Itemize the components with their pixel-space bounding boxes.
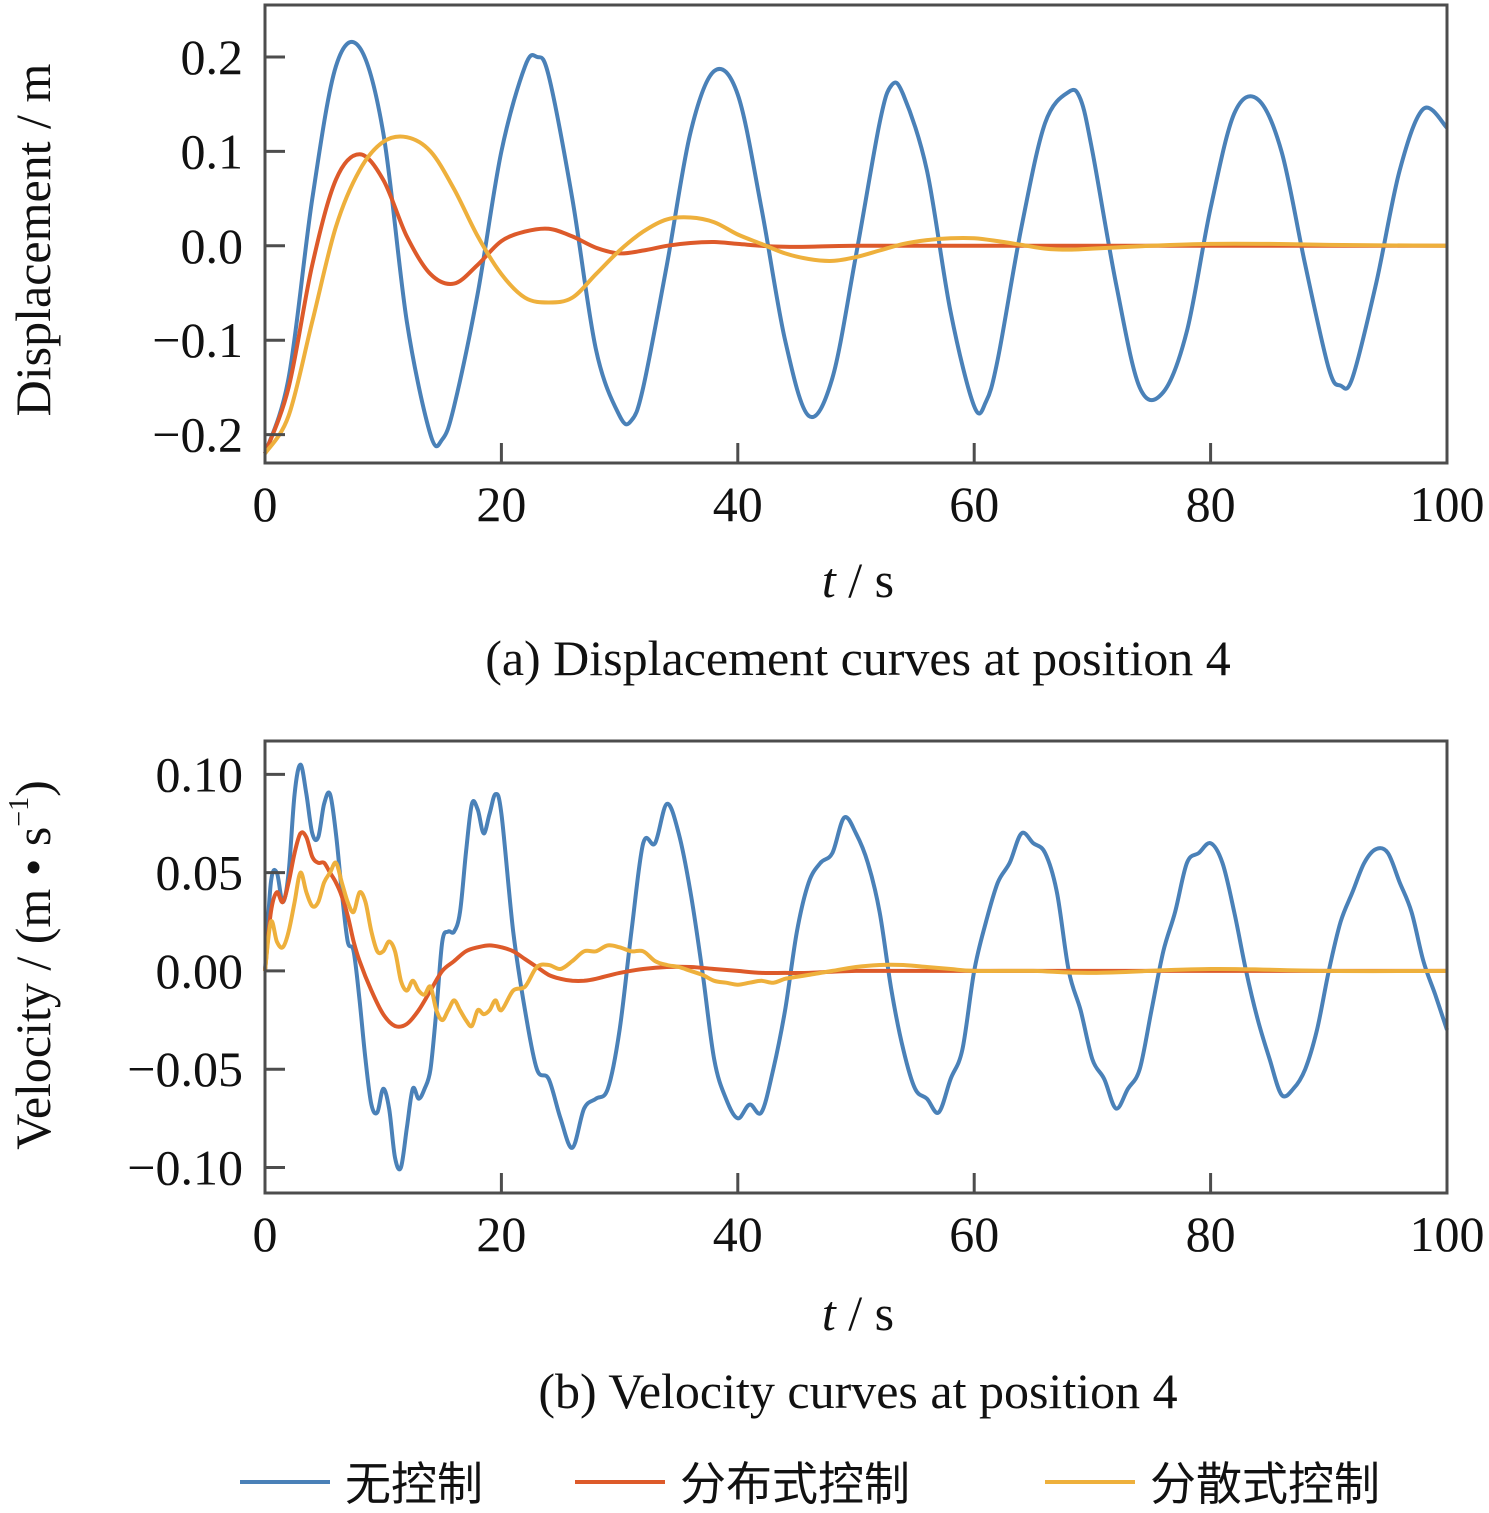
legend-label-no-control: 无控制 bbox=[345, 1457, 483, 1511]
displacement-y-tick-label: 0.1 bbox=[181, 123, 244, 179]
displacement-series-group bbox=[263, 40, 1449, 455]
displacement-y-tick-label: −0.1 bbox=[152, 312, 243, 368]
displacement-line-decentralized bbox=[263, 134, 1448, 455]
velocity-y-tick-label: 0.00 bbox=[156, 943, 244, 999]
velocity-line-no-control bbox=[263, 762, 1449, 1172]
displacement-y-tick-label: −0.2 bbox=[152, 407, 243, 463]
displacement-x-tick-label: 40 bbox=[713, 476, 763, 532]
displacement-caption: (a) Displacement curves at position 4 bbox=[485, 630, 1231, 686]
velocity-y-tick-label: −0.05 bbox=[127, 1041, 243, 1097]
velocity-x-axis-title: t / s bbox=[822, 1285, 894, 1341]
displacement-y-tick-label: 0.2 bbox=[181, 29, 244, 85]
velocity-y-tick-label: 0.05 bbox=[156, 845, 244, 901]
velocity-y-axis-title: Velocity / (m • s−1) bbox=[4, 780, 61, 1149]
displacement-x-tick-label: 0 bbox=[253, 476, 278, 532]
displacement-x-tick-label: 60 bbox=[949, 476, 999, 532]
velocity-x-tick-label: 20 bbox=[476, 1206, 526, 1262]
velocity-x-tick-label: 80 bbox=[1186, 1206, 1236, 1262]
displacement-x-tick-label: 100 bbox=[1410, 476, 1485, 532]
velocity-plot-frame bbox=[263, 739, 1449, 1195]
velocity-x-tick-label: 100 bbox=[1410, 1206, 1485, 1262]
displacement-ticks: 0 20 40 60 80 100 −0.2 −0.1 0.0 0.1 0.2 bbox=[152, 29, 1484, 532]
displacement-x-tick-label: 80 bbox=[1186, 476, 1236, 532]
legend-label-distributed: 分布式控制 bbox=[680, 1457, 910, 1511]
velocity-caption: (b) Velocity curves at position 4 bbox=[538, 1363, 1177, 1419]
displacement-line-no-control bbox=[263, 40, 1449, 455]
legend: 无控制 分布式控制 分散式控制 bbox=[240, 1457, 1380, 1511]
displacement-y-tick-label: 0.0 bbox=[181, 218, 244, 274]
displacement-y-axis-title: Displacement / m bbox=[5, 64, 61, 417]
displacement-panel: 0 20 40 60 80 100 −0.2 −0.1 0.0 0.1 0.2 Displaceme… bbox=[5, 3, 1485, 686]
displacement-plot-frame bbox=[263, 3, 1449, 465]
displacement-line-distributed bbox=[263, 152, 1447, 455]
displacement-x-tick-label: 20 bbox=[476, 476, 526, 532]
velocity-x-tick-label: 60 bbox=[949, 1206, 999, 1262]
velocity-line-decentralized bbox=[263, 860, 1448, 1029]
legend-label-decentralized: 分散式控制 bbox=[1150, 1457, 1380, 1511]
velocity-y-tick-label: 0.10 bbox=[156, 746, 244, 802]
velocity-ticks: 0 20 40 60 80 100 −0.10 −0.05 0.00 0.05 0.10 bbox=[127, 746, 1484, 1262]
velocity-x-tick-label: 40 bbox=[713, 1206, 763, 1262]
velocity-line-distributed bbox=[263, 830, 1447, 1029]
velocity-x-tick-label: 0 bbox=[253, 1206, 278, 1262]
velocity-series-group bbox=[263, 762, 1449, 1172]
velocity-panel: 0 20 40 60 80 100 −0.10 −0.05 0.00 0.05 0.10 Veloc… bbox=[4, 739, 1485, 1419]
velocity-y-tick-label: −0.10 bbox=[127, 1139, 243, 1195]
displacement-x-axis-title: t / s bbox=[822, 552, 894, 608]
